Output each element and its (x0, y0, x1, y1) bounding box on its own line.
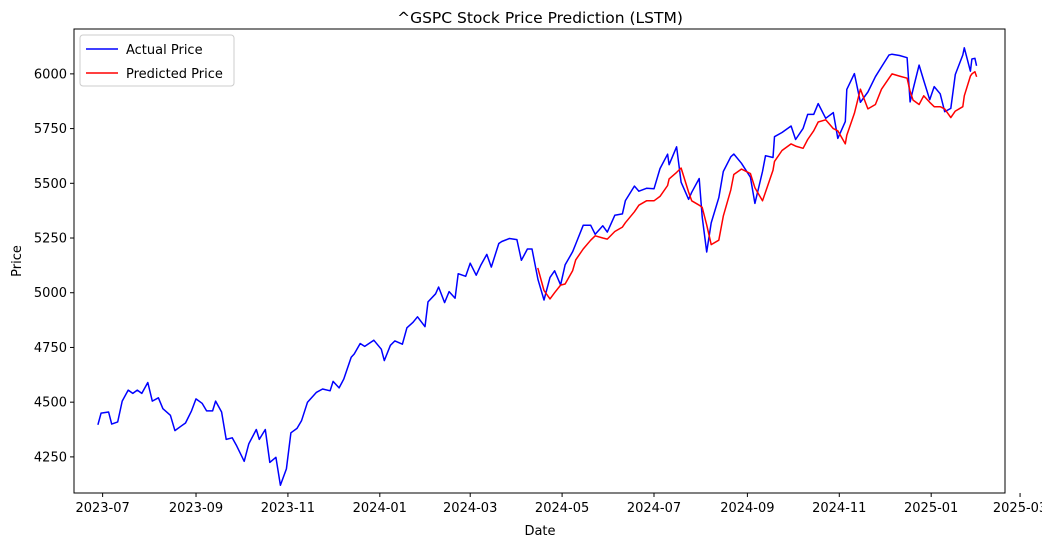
y-axis: 4250 4500 4750 5000 5250 5500 5750 6000 (34, 67, 74, 465)
y-tick-label: 5500 (34, 177, 67, 192)
x-axis: 2023-07 2023-09 2023-11 2024-01 2024-03 2024-… (75, 493, 1042, 516)
y-tick-label: 4500 (34, 396, 67, 411)
x-tick-label: 2024-05 (535, 501, 589, 516)
y-tick-label: 5750 (34, 122, 67, 137)
legend: Actual Price Predicted Price (79, 34, 235, 87)
legend-label-predicted: Predicted Price (126, 67, 223, 82)
x-tick-label: 2023-11 (261, 501, 315, 516)
legend-label-actual: Actual Price (126, 43, 203, 58)
x-tick-label: 2023-07 (75, 501, 129, 516)
y-tick-label: 6000 (34, 67, 67, 82)
x-tick-label: 2024-01 (353, 501, 407, 516)
chart-title: ^GSPC Stock Price Prediction (LSTM) (397, 9, 683, 27)
y-tick-label: 4250 (34, 450, 67, 465)
y-tick-label: 4750 (34, 341, 67, 356)
x-tick-label: 2025-01 (904, 501, 958, 516)
x-tick-label: 2023-09 (169, 501, 223, 516)
plot-frame (73, 28, 1006, 494)
x-tick-label: 2024-03 (443, 501, 497, 516)
series-layer (97, 47, 978, 487)
x-tick-label: 2024-09 (720, 501, 774, 516)
predicted-price-line (537, 70, 978, 300)
y-tick-label: 5000 (34, 286, 67, 301)
actual-price-line (97, 47, 978, 487)
y-tick-label: 5250 (34, 232, 67, 247)
x-tick-label: 2024-07 (627, 501, 681, 516)
y-axis-label: Price (10, 245, 25, 277)
legend-frame (79, 34, 235, 87)
plot-area (73, 28, 1006, 494)
x-tick-label: 2024-11 (812, 501, 866, 516)
x-axis-label: Date (524, 524, 555, 539)
x-tick-label: 2025-03 (993, 501, 1042, 516)
